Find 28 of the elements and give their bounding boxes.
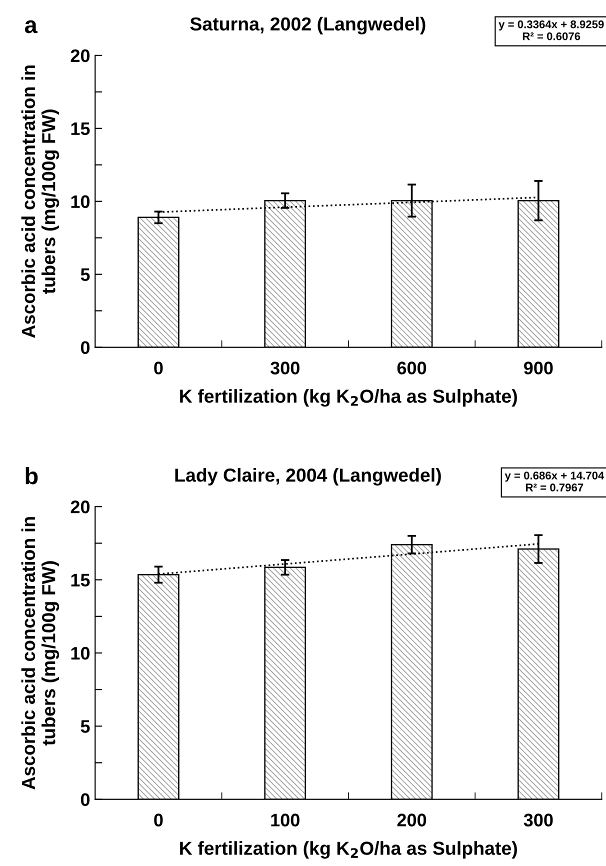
x-tick-label: 300 xyxy=(524,814,553,826)
x-tick-label: 0 xyxy=(154,362,163,374)
x-tick-label: 600 xyxy=(397,362,426,374)
text: b xyxy=(26,467,38,484)
chart-title: Saturna, 2002 (Langwedel) xyxy=(190,16,426,34)
text: a xyxy=(24,20,38,34)
y-tick-label: 10 xyxy=(71,195,90,208)
x-tick-label: 0 xyxy=(154,814,163,826)
text: y = 0.686x + 14.704 R² = 0.7967 xyxy=(504,472,604,492)
text: y = 0.3364x + 8.9259 R² = 0.6076 xyxy=(498,20,604,40)
y-tick-label: 15 xyxy=(71,574,90,587)
y-tick-label: 5 xyxy=(80,268,90,282)
x-tick-label: 200 xyxy=(397,814,426,826)
x-axis-title: K fertilization (kg K$_{2}$O/ha as Sulphate) xyxy=(180,841,517,859)
y-tick-label: 0 xyxy=(80,341,90,354)
y-tick-label: 20 xyxy=(70,49,90,62)
y-tick-label: 0 xyxy=(80,793,90,806)
x-tick-label: 300 xyxy=(270,362,300,374)
x-axis-title: K fertilization (kg K$_{2}$O/ha as Sulphate) xyxy=(180,389,517,407)
y-axis-title: Ascorbic acid concentration in tubers (mg/100g FW) xyxy=(21,65,60,338)
y-tick-label: 10 xyxy=(71,646,90,660)
y-tick-label: 20 xyxy=(70,500,90,514)
y-tick-label: 5 xyxy=(80,720,90,733)
chart-title: Lady Claire, 2004 (Langwedel) xyxy=(175,468,441,486)
y-axis-title: Ascorbic acid concentration in tubers (mg/100g FW) xyxy=(21,517,60,790)
x-tick-label: 900 xyxy=(524,362,553,374)
x-tick-label: 100 xyxy=(271,814,300,826)
y-tick-label: 15 xyxy=(71,122,90,136)
